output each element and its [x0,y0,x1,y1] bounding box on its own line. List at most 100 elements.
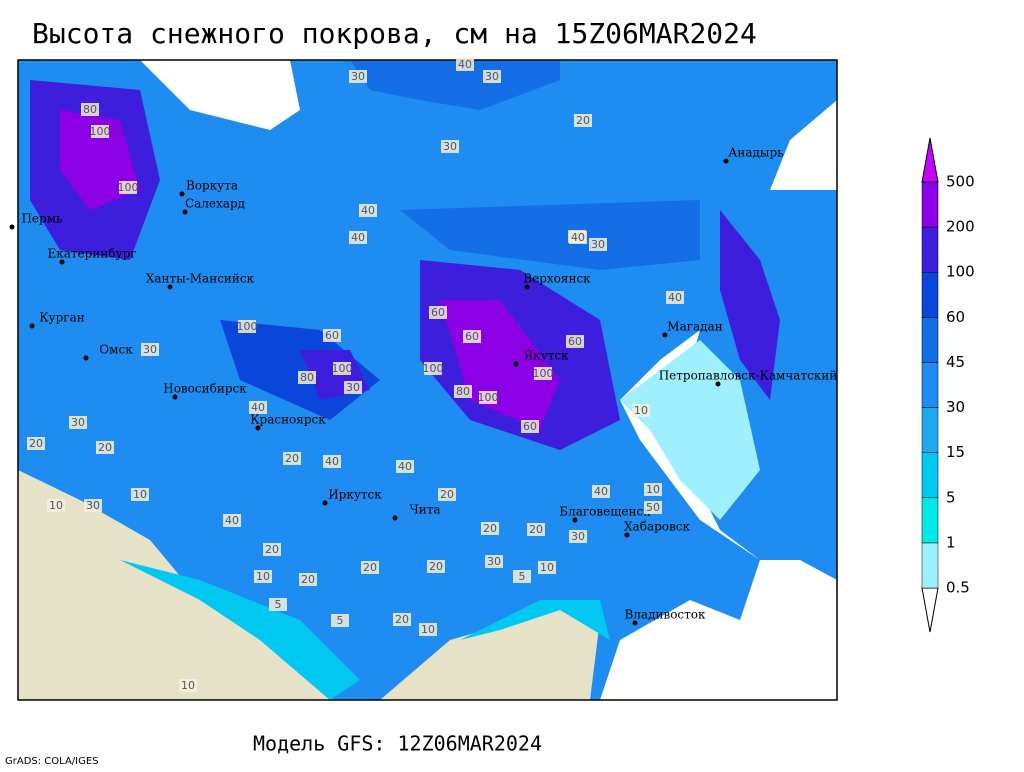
contour-label-bg [456,58,474,71]
contour-label: 30 [143,343,157,356]
colorbar-segment [921,452,939,499]
contour-label: 40 [225,514,239,527]
city-name: Владивосток [624,608,706,622]
contour-label-bg [481,522,499,535]
colorbar-segment [921,317,939,363]
contour-label-bg [592,485,610,498]
contour-label-bg [91,125,109,138]
contour-label: 80 [83,103,97,116]
colorbar-segment [921,542,939,589]
contour-label: 10 [256,570,270,583]
contour-label: 20 [429,560,443,573]
contour-label: 100 [90,125,111,138]
city-dot [167,284,173,290]
city-name: Салехард [185,197,245,211]
contour-label: 10 [181,679,195,692]
contour-label-bg [27,437,45,450]
contour-label-bg [393,613,411,626]
contour-label: 40 [594,485,608,498]
city-dot [513,361,519,367]
contour-label-bg [96,441,114,454]
contour-label-bg [441,140,459,153]
contour-label: 30 [346,381,360,394]
city-name: Омск [99,343,133,357]
contour-label-bg [644,501,662,514]
map-frame [17,59,838,701]
city-dot [392,515,398,521]
colorbar-label: 45 [946,353,965,371]
city-dot [9,224,15,230]
city-name: Воркута [186,179,238,193]
map-labels: Воркута Салехард Пермь Екатеринбург Ханты-Ма… [9,58,838,692]
contour-label-bg [454,385,472,398]
contour-label: 80 [456,385,470,398]
contour-label-bg [119,181,137,194]
city-name: Ханты-Мансийск [146,272,255,286]
city-dot [524,284,530,290]
contour-label: 100 [423,362,444,375]
contour-label: 20 [98,441,112,454]
colorbar-segment [921,407,939,453]
city-dot [179,191,185,197]
contour-label-bg [359,204,377,217]
contour-label-bg [81,103,99,116]
contour-label-bg [538,561,556,574]
city-dot [255,425,261,431]
contour-label: 60 [325,329,339,342]
city-dot [182,209,188,215]
city-dot [83,355,89,361]
contour-label: 20 [29,437,43,450]
contour-label: 30 [487,555,501,568]
contour-label-bg [179,679,197,692]
contour-label: 20 [265,543,279,556]
contour-label-bg [527,523,545,536]
contour-label-bg [463,330,481,343]
contour-label-bg [141,343,159,356]
contour-label-bg [513,570,531,583]
city-dot [662,332,668,338]
contour-label: 10 [540,561,554,574]
city-name: Магадан [667,320,722,334]
contour-label-bg [69,416,87,429]
contour-label-bg [644,483,662,496]
contour-label: 60 [431,306,445,319]
contour-label: 10 [49,499,63,512]
contour-label-bg [479,391,497,404]
contour-label-bg [131,488,149,501]
contour-label: 20 [363,561,377,574]
contour-label-bg [223,514,241,527]
city-name: Благовещенск [559,505,651,519]
contour-label: 30 [571,530,585,543]
credit: GrADS: COLA/IGES [5,756,99,767]
contour-label: 100 [118,181,139,194]
colorbar-label: 200 [946,218,975,236]
city-name: Якутск [523,349,569,363]
city-name: Петропавловск-Камчатский [659,369,838,383]
colorbar-label: 30 [946,398,965,416]
contour-label-bg [323,455,341,468]
contour-label-bg [574,114,592,127]
contour-label-bg [298,371,316,384]
contour-label: 10 [421,623,435,636]
contour-label: 20 [285,452,299,465]
colorbar-segment [921,271,939,318]
colorbar-label: 100 [946,263,975,281]
contour-label: 30 [86,499,100,512]
contour-label: 10 [634,404,648,417]
contour-label: 20 [440,488,454,501]
contour-label: 20 [301,573,315,586]
contour-label-bg [534,367,552,380]
contour-label: 60 [523,420,537,433]
colorbar-label: 15 [946,443,965,461]
contour-label: 20 [483,522,497,535]
contour-label: 10 [133,488,147,501]
contour-label-bg [429,306,447,319]
contour-label-bg [269,598,287,611]
contour-label: 20 [529,523,543,536]
contour-label-bg [438,488,456,501]
city-dot [29,323,35,329]
contour-label: 20 [395,613,409,626]
city-dot [572,517,578,523]
contour-label: 5 [337,614,344,627]
contour-label-bg [238,320,256,333]
